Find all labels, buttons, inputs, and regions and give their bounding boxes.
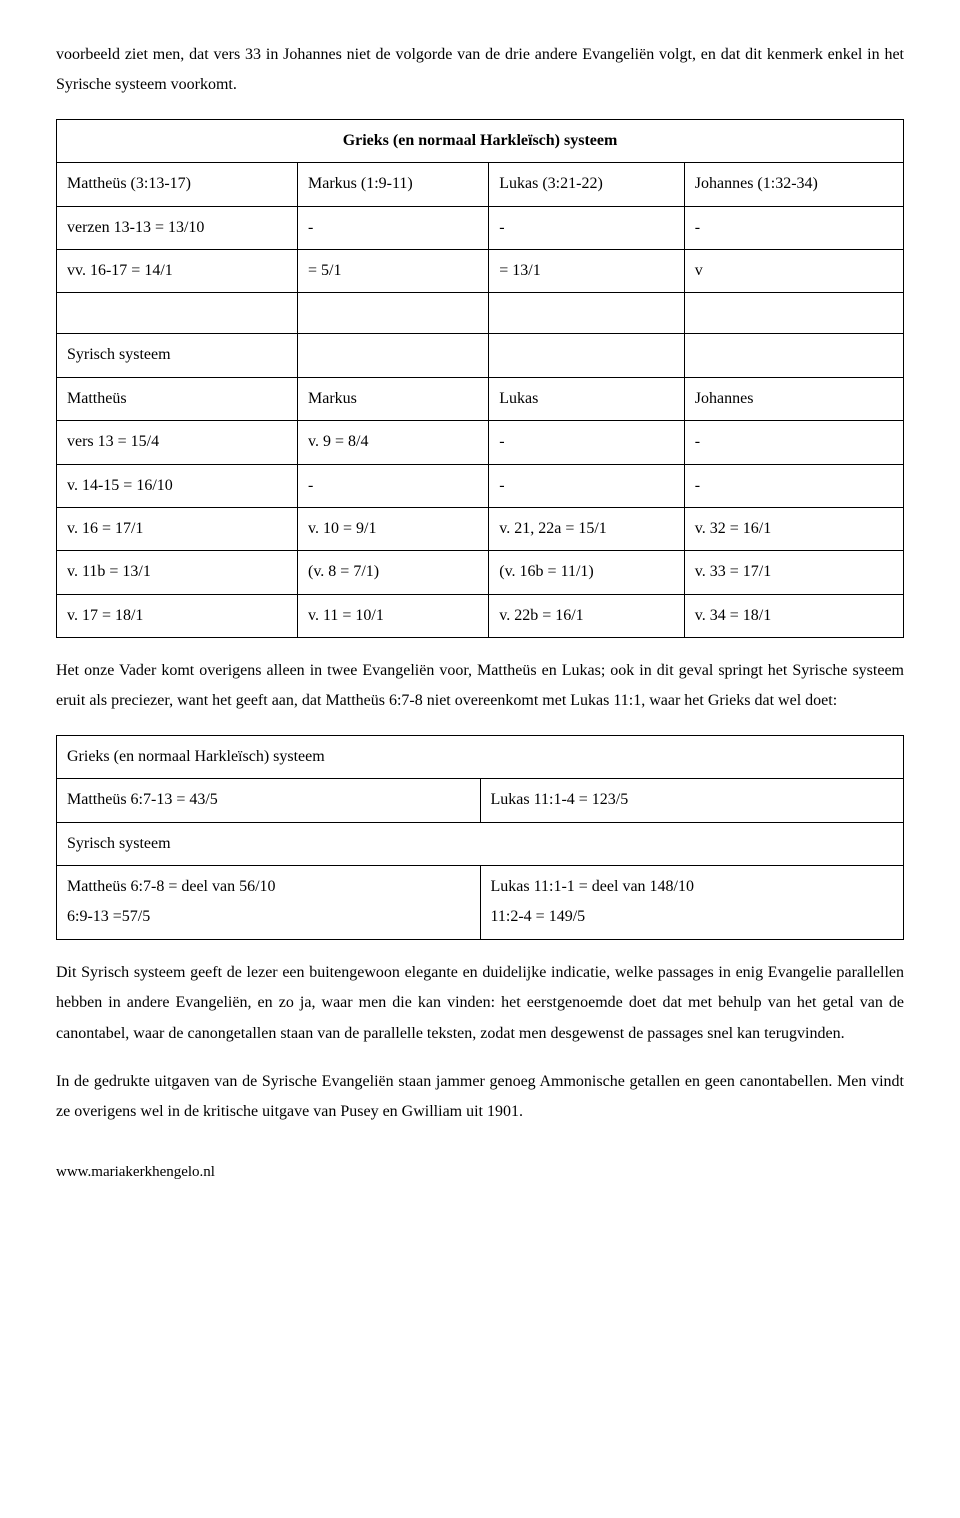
table-1: Grieks (en normaal Harkleïsch) systeem M…	[56, 119, 904, 638]
t1-r3-c4: v	[684, 249, 903, 292]
t1-r1-c2: Markus (1:9-11)	[298, 163, 489, 206]
t1-r6-c1: vers 13 = 15/4	[57, 421, 298, 464]
t1-r10-c4: v. 34 = 18/1	[684, 594, 903, 637]
t1-r8-c3: v. 21, 22a = 15/1	[489, 507, 685, 550]
t1-r1-c4: Johannes (1:32-34)	[684, 163, 903, 206]
t1-r7-c3: -	[489, 464, 685, 507]
t1-empty-c1	[57, 293, 298, 334]
t2-r2-c1: Mattheüs 6:7-13 = 43/5	[57, 779, 481, 822]
t1-r2-c1: verzen 13-13 = 13/10	[57, 206, 298, 249]
paragraph-4: In de gedrukte uitgaven van de Syrische …	[56, 1067, 904, 1128]
t2-r2-c2: Lukas 11:1-4 = 123/5	[480, 779, 904, 822]
t1-r2-c3: -	[489, 206, 685, 249]
table1-title: Grieks (en normaal Harkleïsch) systeem	[57, 119, 904, 162]
t1-r10-c1: v. 17 = 18/1	[57, 594, 298, 637]
t1-r5-c2: Markus	[298, 377, 489, 420]
t1-empty-c3	[489, 293, 685, 334]
t1-r7-c2: -	[298, 464, 489, 507]
t2-r4-c2: Lukas 11:1-1 = deel van 148/10 11:2-4 = …	[480, 866, 904, 940]
t1-r8-c2: v. 10 = 9/1	[298, 507, 489, 550]
t1-r4-c1: Syrisch systeem	[57, 334, 298, 377]
t2-r1-c1: Grieks (en normaal Harkleïsch) systeem	[57, 735, 904, 778]
t1-r9-c4: v. 33 = 17/1	[684, 551, 903, 594]
t1-r3-c3: = 13/1	[489, 249, 685, 292]
t1-r1-c3: Lukas (3:21-22)	[489, 163, 685, 206]
t2-r3-c1: Syrisch systeem	[57, 822, 904, 865]
t1-empty-c2	[298, 293, 489, 334]
t2-r4-c1: Mattheüs 6:7-8 = deel van 56/10 6:9-13 =…	[57, 866, 481, 940]
table-2: Grieks (en normaal Harkleïsch) systeem M…	[56, 735, 904, 940]
t1-r5-c4: Johannes	[684, 377, 903, 420]
t1-r5-c1: Mattheüs	[57, 377, 298, 420]
t1-empty-c4	[684, 293, 903, 334]
t2-r4-c2a: Lukas 11:1-1 = deel van 148/10	[491, 872, 894, 902]
t1-r4-c3	[489, 334, 685, 377]
footer-url: www.mariakerkhengelo.nl	[56, 1158, 904, 1187]
paragraph-1: voorbeeld ziet men, dat vers 33 in Johan…	[56, 40, 904, 101]
t1-r10-c2: v. 11 = 10/1	[298, 594, 489, 637]
t1-r1-c1: Mattheüs (3:13-17)	[57, 163, 298, 206]
t1-r2-c2: -	[298, 206, 489, 249]
t1-r4-c2	[298, 334, 489, 377]
t1-r2-c4: -	[684, 206, 903, 249]
t1-r4-c4	[684, 334, 903, 377]
t1-r8-c1: v. 16 = 17/1	[57, 507, 298, 550]
t1-r8-c4: v. 32 = 16/1	[684, 507, 903, 550]
paragraph-2: Het onze Vader komt overigens alleen in …	[56, 656, 904, 717]
paragraph-3: Dit Syrisch systeem geeft de lezer een b…	[56, 958, 904, 1049]
t1-r5-c3: Lukas	[489, 377, 685, 420]
t1-r6-c3: -	[489, 421, 685, 464]
t1-r7-c4: -	[684, 464, 903, 507]
t1-r3-c1: vv. 16-17 = 14/1	[57, 249, 298, 292]
t2-r4-c2b: 11:2-4 = 149/5	[491, 902, 894, 932]
t1-r6-c2: v. 9 = 8/4	[298, 421, 489, 464]
t1-r9-c3: (v. 16b = 11/1)	[489, 551, 685, 594]
t2-r4-c1a: Mattheüs 6:7-8 = deel van 56/10	[67, 872, 470, 902]
t1-r9-c1: v. 11b = 13/1	[57, 551, 298, 594]
t1-r9-c2: (v. 8 = 7/1)	[298, 551, 489, 594]
t2-r4-c1b: 6:9-13 =57/5	[67, 902, 470, 932]
t1-r3-c2: = 5/1	[298, 249, 489, 292]
t1-r10-c3: v. 22b = 16/1	[489, 594, 685, 637]
t1-r6-c4: -	[684, 421, 903, 464]
t1-r7-c1: v. 14-15 = 16/10	[57, 464, 298, 507]
